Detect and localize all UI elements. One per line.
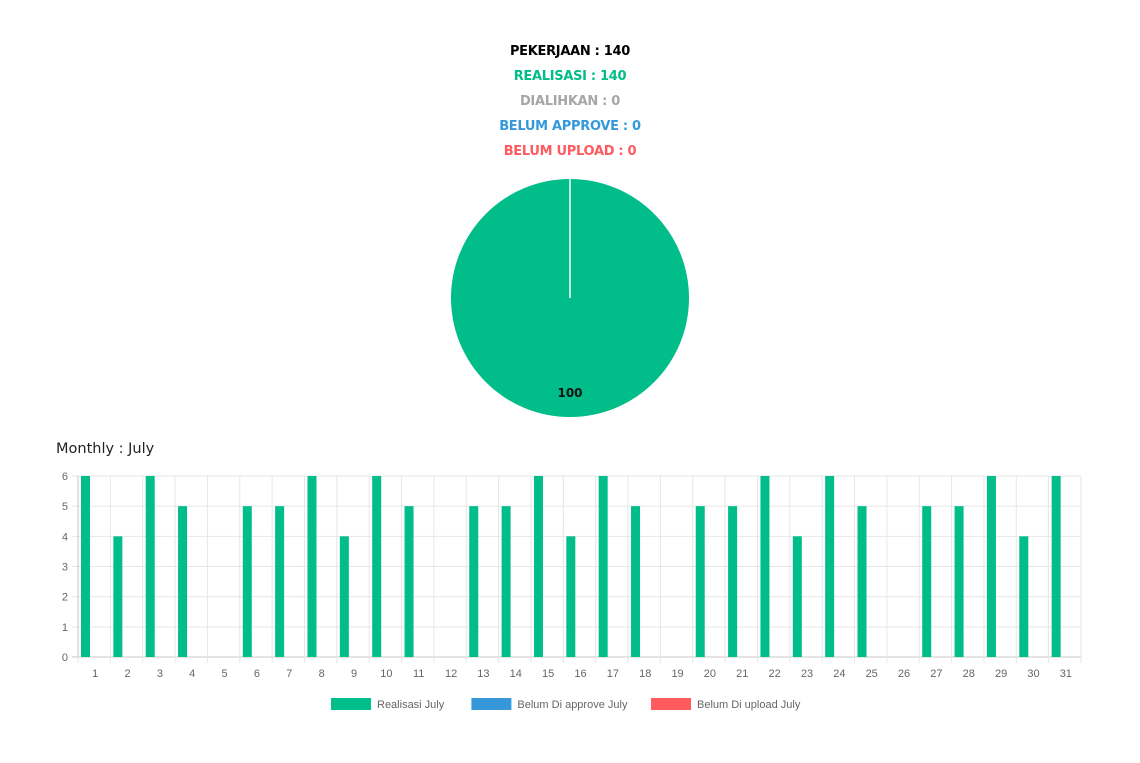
bar-realisasi-day-21[interactable] xyxy=(728,506,738,657)
x-tick-label: 22 xyxy=(769,668,781,680)
x-tick-label: 7 xyxy=(286,668,292,680)
belum-approve-total: BELUM APPROVE : 0 xyxy=(499,119,641,134)
bar-realisasi-day-17[interactable] xyxy=(598,476,608,657)
legend-swatch xyxy=(651,698,691,710)
y-tick-label: 3 xyxy=(62,562,68,574)
x-tick-label: 4 xyxy=(189,668,195,680)
monthly-title: Monthly : July xyxy=(56,441,155,457)
bar-chart-container: 0 1 2 3 4 5 6 1 2 3 4 5 6 7 8 9 10 11 12 13 14 15 16 17 18 19 20 21… xyxy=(0,460,1140,720)
x-tick-label: 13 xyxy=(477,668,489,680)
x-tick-label: 20 xyxy=(704,668,716,680)
x-tick-label: 24 xyxy=(833,668,845,680)
realisasi-total: REALISASI : 140 xyxy=(513,69,627,84)
y-tick-label: 2 xyxy=(62,592,68,604)
x-tick-label: 14 xyxy=(510,668,522,680)
bar-realisasi-day-3[interactable] xyxy=(145,476,155,657)
x-tick-label: 31 xyxy=(1060,668,1072,680)
x-tick-label: 27 xyxy=(930,668,942,680)
bar-realisasi-day-24[interactable] xyxy=(825,476,835,657)
bar-realisasi-day-13[interactable] xyxy=(469,506,479,657)
bar-realisasi-day-20[interactable] xyxy=(695,506,705,657)
y-tick-label: 4 xyxy=(62,531,68,543)
x-tick-label: 10 xyxy=(380,668,392,680)
legend-label: Belum Di upload July xyxy=(697,699,801,711)
legend-item-1[interactable]: Belum Di approve July xyxy=(471,698,628,711)
bar-realisasi-day-2[interactable] xyxy=(113,536,123,657)
x-tick-label: 18 xyxy=(639,668,651,680)
x-tick-label: 12 xyxy=(445,668,457,680)
legend-label: Belum Di approve July xyxy=(517,699,628,711)
bar-realisasi-day-1[interactable] xyxy=(81,476,90,657)
x-tick-label: 15 xyxy=(542,668,554,680)
bar-realisasi-day-16[interactable] xyxy=(566,536,576,657)
legend-item-2[interactable]: Belum Di upload July xyxy=(651,698,801,711)
legend-label: Realisasi July xyxy=(377,699,445,711)
x-tick-label: 25 xyxy=(866,668,878,680)
x-tick-label: 2 xyxy=(124,668,130,680)
bar-realisasi-day-10[interactable] xyxy=(372,476,382,657)
x-tick-label: 17 xyxy=(607,668,619,680)
x-tick-label: 5 xyxy=(222,668,228,680)
bar-realisasi-day-14[interactable] xyxy=(501,506,511,657)
bar-realisasi-day-28[interactable] xyxy=(954,506,964,657)
bar-realisasi-day-4[interactable] xyxy=(178,506,188,657)
legend-item-0[interactable]: Realisasi July xyxy=(331,698,445,711)
bar-realisasi-day-31[interactable] xyxy=(1051,476,1061,657)
bar-realisasi-day-6[interactable] xyxy=(242,506,252,657)
x-tick-label: 6 xyxy=(254,668,260,680)
bar-realisasi-day-30[interactable] xyxy=(1019,536,1029,657)
belum-upload-total: BELUM UPLOAD : 0 xyxy=(503,144,637,159)
x-tick-label: 19 xyxy=(671,668,683,680)
y-tick-label: 1 xyxy=(62,622,68,634)
y-tick-label: 5 xyxy=(62,501,68,513)
y-tick-label: 0 xyxy=(62,652,68,664)
x-tick-label: 16 xyxy=(574,668,586,680)
y-tick-label: 6 xyxy=(62,471,68,483)
x-tick-label: 9 xyxy=(351,668,357,680)
x-tick-label: 28 xyxy=(963,668,975,680)
bar-realisasi-day-8[interactable] xyxy=(307,476,317,657)
bar-realisasi-day-15[interactable] xyxy=(533,476,543,657)
summary-panel: PEKERJAAN : 140 REALISASI : 140 DIALIHKA… xyxy=(0,42,1140,167)
pie-chart-container: 100 xyxy=(450,178,690,418)
bar-realisasi-day-22[interactable] xyxy=(760,476,770,657)
bar-realisasi-day-7[interactable] xyxy=(275,506,285,657)
bar-realisasi-day-23[interactable] xyxy=(792,536,802,657)
bar-realisasi-day-27[interactable] xyxy=(922,506,932,657)
pie-chart: 100 xyxy=(451,179,689,417)
x-tick-label: 30 xyxy=(1027,668,1039,680)
dialihkan-total: DIALIHKAN : 0 xyxy=(519,94,621,109)
legend-swatch xyxy=(471,698,512,710)
bar-realisasi-day-29[interactable] xyxy=(986,476,996,657)
bar-realisasi-day-25[interactable] xyxy=(857,506,867,657)
x-tick-label: 26 xyxy=(898,668,910,680)
bar-realisasi-day-11[interactable] xyxy=(404,506,414,657)
x-tick-label: 23 xyxy=(801,668,813,680)
pie-data-label: 100 xyxy=(557,386,582,400)
bar-realisasi-day-9[interactable] xyxy=(339,536,349,657)
x-tick-label: 21 xyxy=(736,668,748,680)
x-tick-label: 1 xyxy=(92,668,98,680)
pekerjaan-total: PEKERJAAN : 140 xyxy=(509,44,631,59)
x-tick-label: 8 xyxy=(319,668,325,680)
x-tick-label: 29 xyxy=(995,668,1007,680)
x-tick-label: 11 xyxy=(413,668,424,680)
bar-realisasi-day-18[interactable] xyxy=(631,506,641,657)
legend-swatch xyxy=(331,698,371,710)
x-tick-label: 3 xyxy=(157,668,163,680)
